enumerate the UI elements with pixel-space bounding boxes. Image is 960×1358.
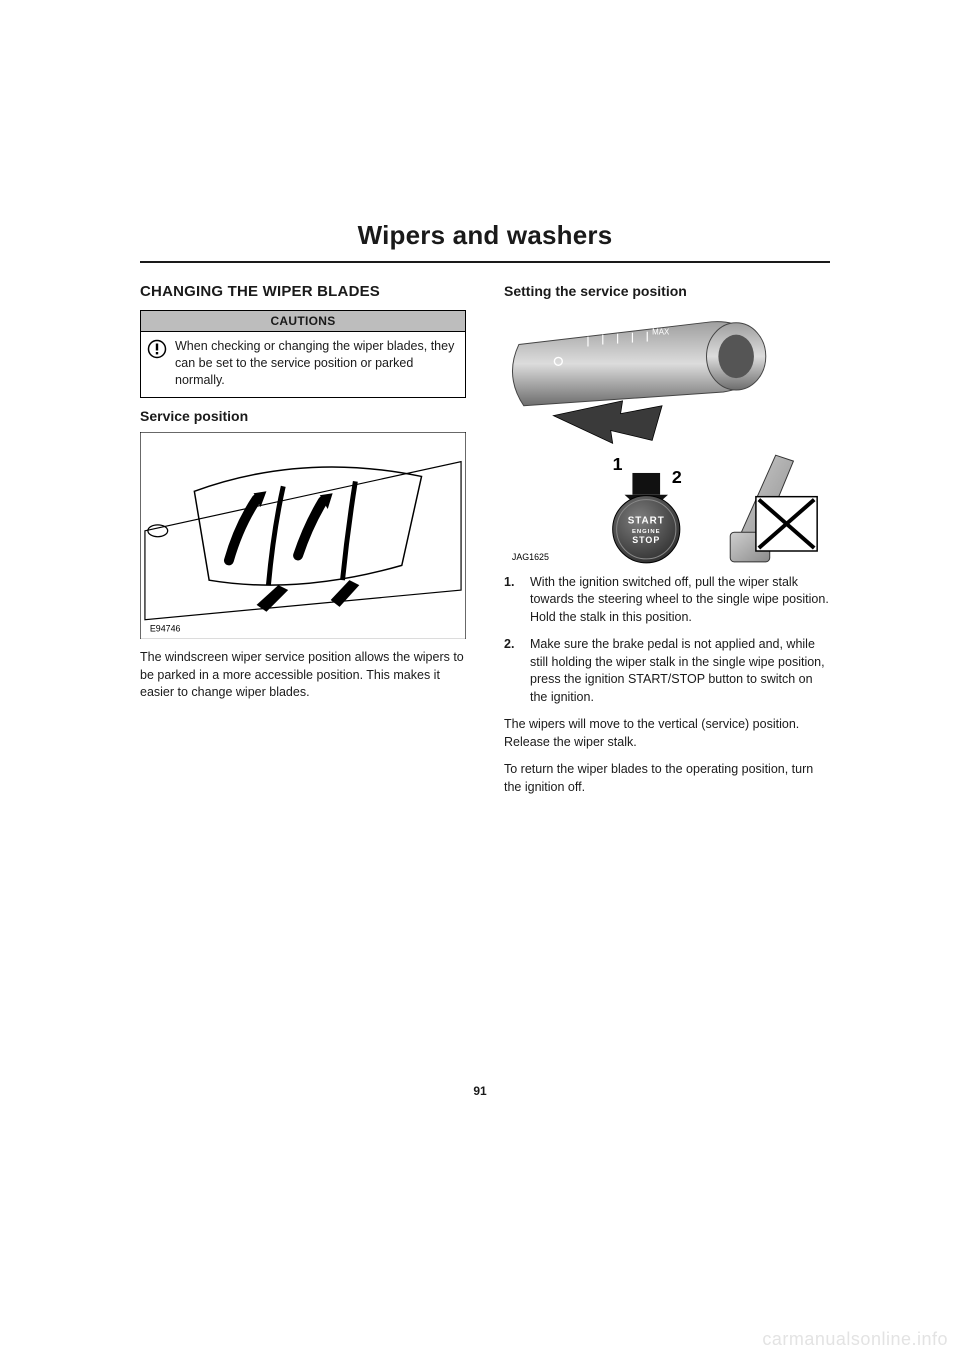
caution-header: CAUTIONS <box>141 311 465 332</box>
body-text-left: The windscreen wiper service position al… <box>140 649 466 702</box>
page-title: Wipers and washers <box>140 220 830 251</box>
caution-body: When checking or changing the wiper blad… <box>141 332 465 397</box>
figure-stalk: MAX 1 2 START ENGINE STOP <box>504 307 830 564</box>
body-text-right-2: To return the wiper blades to the operat… <box>504 761 830 796</box>
subheading-setting-position: Setting the service position <box>504 283 830 299</box>
watermark: carmanualsonline.info <box>762 1329 948 1350</box>
step-text: With the ignition switched off, pull the… <box>530 574 830 627</box>
start-button-line3: STOP <box>632 535 660 545</box>
caution-icon <box>147 339 167 359</box>
step-number: 1. <box>504 574 520 627</box>
page-number: 91 <box>0 1084 960 1098</box>
figure-label-2: 2 <box>672 467 682 487</box>
step-text: Make sure the brake pedal is not applied… <box>530 636 830 706</box>
section-heading: CHANGING THE WIPER BLADES <box>140 283 466 300</box>
step-number: 2. <box>504 636 520 706</box>
two-column-layout: CHANGING THE WIPER BLADES CAUTIONS When … <box>140 283 830 806</box>
steps-list: 1. With the ignition switched off, pull … <box>504 574 830 707</box>
subheading-service-position: Service position <box>140 408 466 424</box>
figure-windscreen: E94746 <box>140 432 466 639</box>
left-column: CHANGING THE WIPER BLADES CAUTIONS When … <box>140 283 466 806</box>
figure-ref-left: E94746 <box>150 623 181 633</box>
figure-label-1: 1 <box>613 454 623 474</box>
step-item: 1. With the ignition switched off, pull … <box>504 574 830 627</box>
body-text-right-1: The wipers will move to the vertical (se… <box>504 716 830 751</box>
figure-ref-right: JAG1625 <box>512 552 549 562</box>
start-button-line1: START <box>628 515 665 526</box>
svg-text:MAX: MAX <box>652 328 670 337</box>
caution-text: When checking or changing the wiper blad… <box>175 338 457 389</box>
caution-box: CAUTIONS When checking or changing the w… <box>140 310 466 398</box>
step-item: 2. Make sure the brake pedal is not appl… <box>504 636 830 706</box>
right-column: Setting the service position <box>504 283 830 806</box>
title-rule <box>140 261 830 263</box>
page-content: Wipers and washers CHANGING THE WIPER BL… <box>0 0 960 846</box>
